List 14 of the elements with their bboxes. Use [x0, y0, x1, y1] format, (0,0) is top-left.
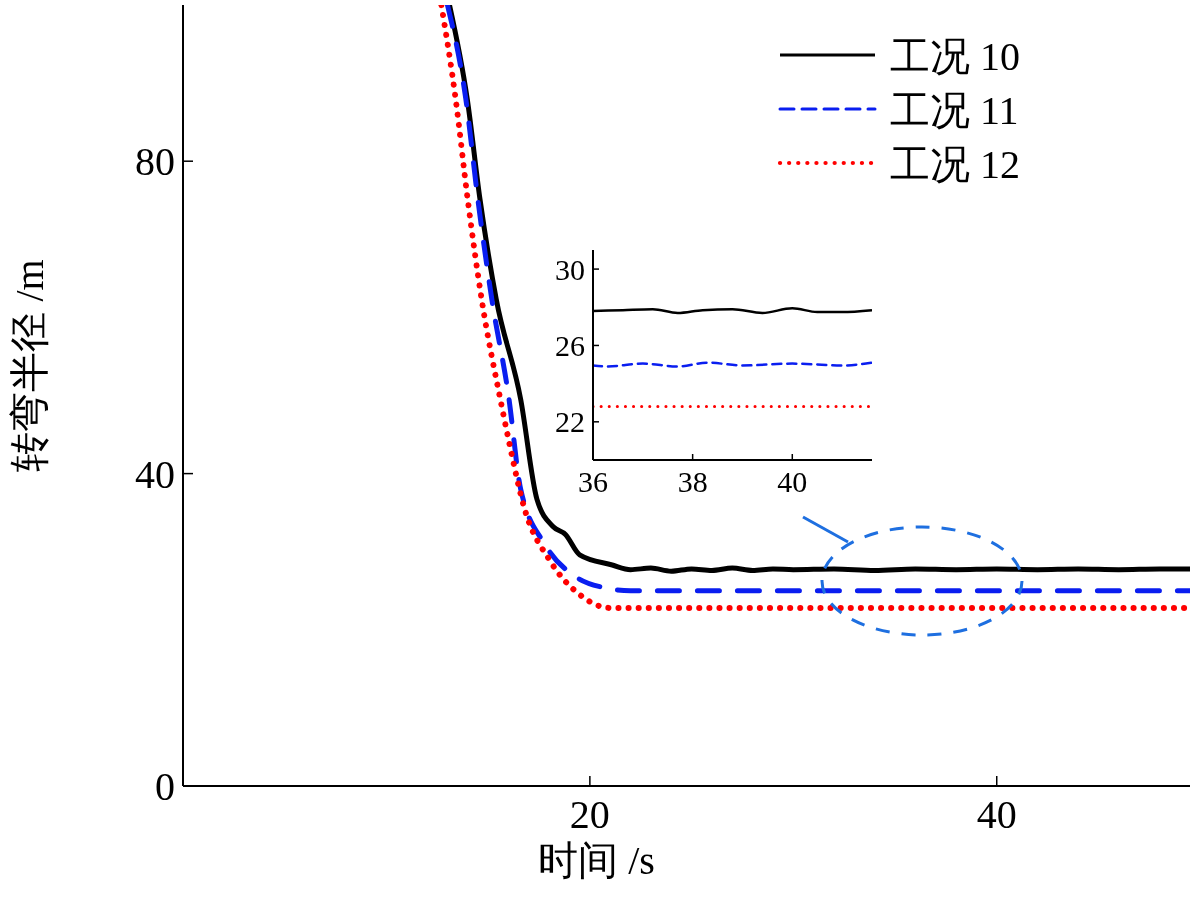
y-axis-title: 转弯半径 /m [7, 259, 52, 472]
legend-label: 工况 11 [890, 88, 1019, 133]
legend-label: 工况 12 [890, 142, 1020, 187]
x-tick-label: 40 [777, 464, 808, 498]
x-tick-label: 20 [569, 792, 610, 837]
y-tick-label: 26 [555, 328, 585, 362]
legend-label: 工况 10 [890, 34, 1020, 79]
y-tick-label: 80 [135, 139, 175, 185]
x-tick-label: 38 [677, 464, 708, 498]
y-tick-label: 0 [155, 764, 175, 809]
x-axis-title: 时间 /s [538, 838, 655, 883]
y-tick-label: 22 [555, 405, 585, 439]
y-tick-label: 30 [555, 252, 585, 286]
x-tick-label: 36 [578, 464, 608, 498]
